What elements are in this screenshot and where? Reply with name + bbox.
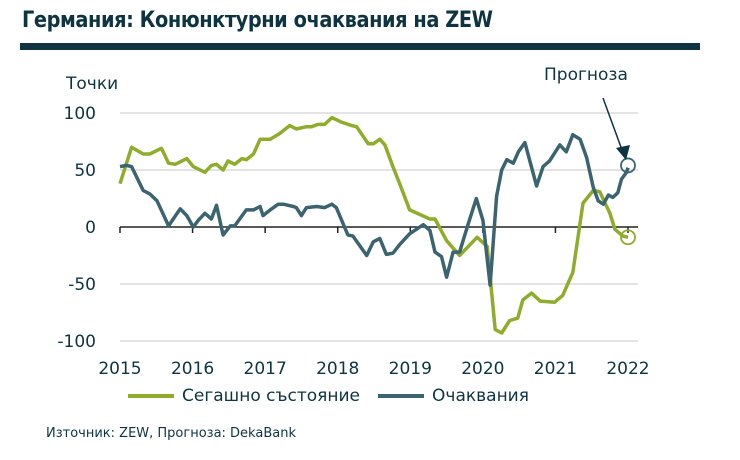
title-divider bbox=[20, 43, 700, 50]
legend: Сегашно състояние Очаквания bbox=[128, 386, 547, 406]
x-tick-label: 2021 bbox=[534, 359, 577, 379]
forecast-marker-current bbox=[620, 229, 636, 246]
y-tick-label: 50 bbox=[74, 161, 96, 181]
series-line-current bbox=[118, 115, 629, 335]
x-tick-label: 2016 bbox=[171, 359, 214, 379]
legend-label-expectations: Очаквания bbox=[432, 386, 529, 406]
x-tick-label: 2022 bbox=[606, 359, 649, 379]
series-line-expectations bbox=[119, 132, 630, 287]
y-axis-label: Точки bbox=[65, 74, 118, 94]
x-tick-label: 2018 bbox=[316, 359, 359, 379]
x-tick-label: 2020 bbox=[461, 359, 504, 379]
forecast-annotation: Прогноза bbox=[544, 65, 628, 85]
legend-item-current: Сегашно състояние bbox=[128, 386, 360, 406]
source-note: Източник: ZEW, Прогноза: DekaBank bbox=[46, 426, 296, 441]
legend-swatch-expectations bbox=[378, 394, 425, 398]
legend-label-current: Сегашно състояние bbox=[182, 386, 361, 406]
legend-item-expectations: Очаквания bbox=[378, 386, 529, 406]
y-tick-label: -50 bbox=[68, 275, 96, 295]
x-tick-label: 2015 bbox=[98, 359, 141, 379]
legend-swatch-current bbox=[128, 394, 174, 398]
forecast-arrow bbox=[602, 97, 623, 151]
x-tick-label: 2019 bbox=[389, 359, 432, 379]
y-tick-label: 100 bbox=[64, 104, 96, 124]
y-tick-label: 0 bbox=[85, 218, 96, 238]
chart-title: Германия: Конюнктурни очаквания на ZEW bbox=[22, 8, 493, 33]
x-tick-label: 2017 bbox=[244, 359, 287, 379]
y-tick-label: -100 bbox=[57, 332, 96, 352]
forecast-marker-expectations bbox=[620, 157, 636, 174]
forecast-arrowhead-icon bbox=[616, 145, 630, 160]
